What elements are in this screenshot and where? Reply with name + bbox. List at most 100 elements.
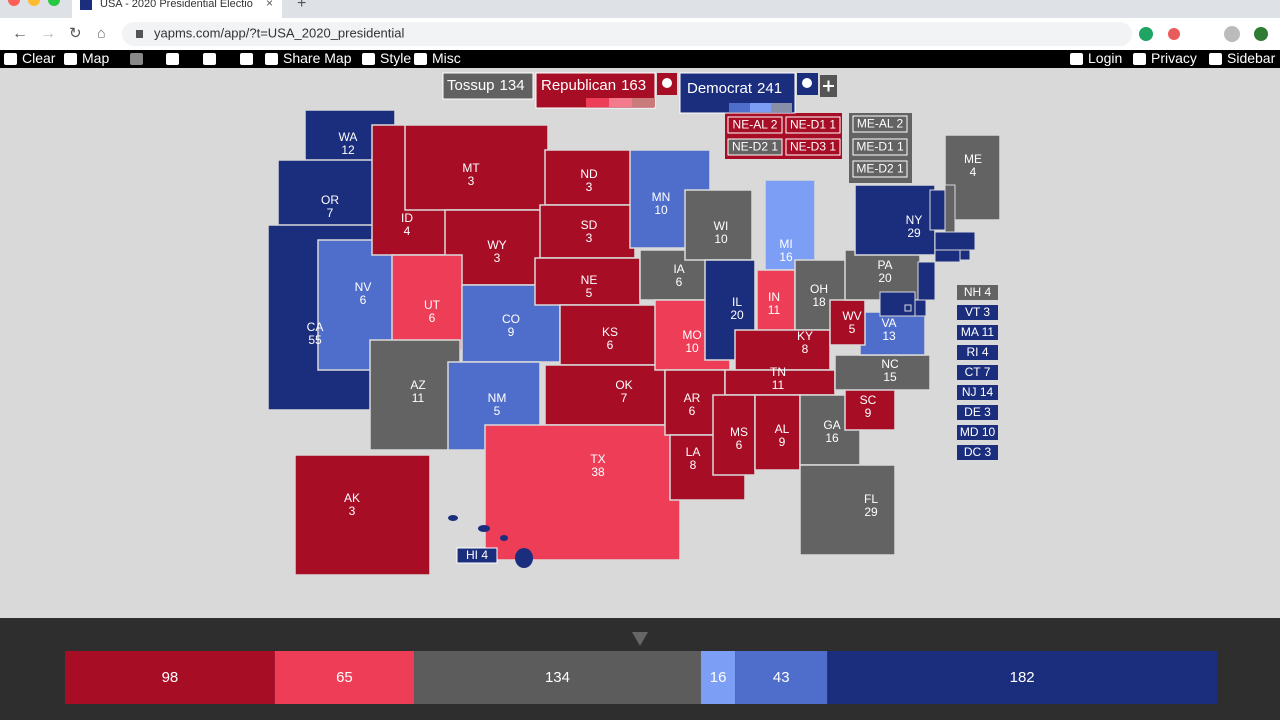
new-tab[interactable]: +	[297, 0, 306, 12]
state[interactable]	[544, 149, 633, 206]
url[interactable]: yapms.com/app/?t=USA_2020_presidential	[154, 25, 405, 40]
state[interactable]	[944, 184, 956, 236]
state[interactable]	[834, 354, 931, 391]
district[interactable]	[727, 138, 783, 156]
state[interactable]	[914, 299, 927, 317]
state[interactable]	[929, 189, 946, 231]
state[interactable]	[369, 339, 461, 451]
tool-icon[interactable]	[1070, 53, 1083, 65]
district[interactable]	[852, 160, 908, 178]
district[interactable]	[852, 115, 908, 133]
state[interactable]	[904, 304, 912, 312]
tool-icon[interactable]	[240, 53, 253, 65]
state-tag[interactable]	[957, 405, 998, 420]
tool-icon[interactable]	[64, 53, 77, 65]
omnibox[interactable]	[122, 22, 1132, 46]
tool-icon[interactable]	[1133, 53, 1146, 65]
state[interactable]	[539, 204, 636, 259]
close-dot[interactable]	[8, 0, 20, 6]
state[interactable]	[879, 291, 916, 317]
state-tag[interactable]	[957, 425, 998, 440]
legend-shade[interactable]	[771, 103, 792, 112]
state[interactable]	[799, 464, 896, 556]
district[interactable]	[852, 138, 908, 156]
state[interactable]	[917, 261, 936, 301]
tool-button[interactable]: Map	[82, 50, 109, 66]
ext-icon[interactable]	[1168, 28, 1180, 40]
tool-icon[interactable]	[265, 53, 278, 65]
tool-button[interactable]: Privacy	[1151, 50, 1197, 66]
ev-segment[interactable]	[414, 651, 701, 704]
legend-shade[interactable]	[586, 98, 609, 107]
tool-icon[interactable]	[414, 53, 427, 65]
state-tag[interactable]	[957, 285, 998, 300]
ext-icon[interactable]	[1139, 27, 1153, 41]
tool-button[interactable]: Clear	[22, 50, 56, 66]
ev-segment[interactable]	[274, 651, 415, 704]
district[interactable]	[785, 116, 841, 134]
tool-button[interactable]: Style	[380, 50, 411, 66]
hawaii-island[interactable]	[448, 515, 458, 521]
min-dot[interactable]	[28, 0, 40, 6]
state-tag[interactable]	[957, 385, 998, 400]
state[interactable]	[844, 384, 896, 431]
state[interactable]	[854, 184, 936, 256]
state[interactable]	[684, 189, 753, 261]
ext-icon[interactable]	[1254, 27, 1268, 41]
state-tag[interactable]	[456, 547, 498, 564]
hawaii-island[interactable]	[515, 548, 533, 568]
tool-icon[interactable]	[166, 53, 179, 65]
tool-icon[interactable]	[203, 53, 216, 65]
legend-shade[interactable]	[750, 103, 771, 112]
tool-button[interactable]: Misc	[432, 50, 461, 66]
home[interactable]: ⌂	[97, 25, 105, 41]
state-tag[interactable]	[957, 345, 998, 360]
legend-label[interactable]: Tossup 134	[447, 77, 525, 94]
tool-icon[interactable]	[362, 53, 375, 65]
district[interactable]	[727, 116, 783, 134]
ev-segment[interactable]	[735, 651, 828, 704]
state-tag[interactable]	[957, 305, 998, 320]
state[interactable]	[764, 179, 816, 271]
tool-icon[interactable]	[1209, 53, 1222, 65]
state[interactable]	[544, 364, 666, 426]
avatar[interactable]	[1224, 26, 1240, 42]
reload[interactable]: ↻	[69, 25, 82, 42]
ev-segment[interactable]	[827, 651, 1217, 704]
state-tag[interactable]	[957, 365, 998, 380]
max-dot[interactable]	[48, 0, 60, 6]
tab[interactable]	[72, 0, 282, 18]
state[interactable]	[724, 369, 836, 396]
legend-label[interactable]: Democrat 241	[687, 80, 782, 97]
ev-segment[interactable]	[65, 651, 275, 704]
forward[interactable]: →	[40, 25, 56, 42]
tool-icon[interactable]	[130, 53, 143, 65]
legend-box[interactable]	[442, 72, 534, 100]
tool-icon[interactable]	[4, 53, 17, 65]
state[interactable]	[934, 249, 961, 263]
ev-segment[interactable]	[700, 651, 736, 704]
state-tag[interactable]	[957, 325, 998, 340]
state[interactable]	[559, 304, 661, 366]
tool-button[interactable]: Share Map	[283, 50, 352, 66]
hawaii-island[interactable]	[478, 525, 490, 532]
state[interactable]	[534, 257, 641, 306]
legend-shade[interactable]	[632, 98, 655, 107]
state[interactable]	[934, 231, 976, 251]
legend-shade[interactable]	[563, 98, 586, 107]
legend-shade[interactable]	[609, 98, 632, 107]
gear-icon[interactable]	[802, 78, 812, 88]
back[interactable]: ←	[12, 25, 28, 42]
state[interactable]	[734, 329, 831, 371]
state[interactable]	[484, 424, 681, 561]
state[interactable]	[294, 454, 431, 576]
state[interactable]	[829, 299, 866, 346]
tool-button[interactable]: Login	[1088, 50, 1122, 66]
state-tag[interactable]	[957, 445, 998, 460]
gear-icon[interactable]	[662, 78, 672, 88]
state[interactable]	[959, 249, 971, 261]
legend-shade[interactable]	[729, 103, 750, 112]
tool-button[interactable]: Sidebar	[1227, 50, 1276, 66]
district[interactable]	[785, 138, 841, 156]
legend-shade[interactable]	[708, 103, 729, 112]
